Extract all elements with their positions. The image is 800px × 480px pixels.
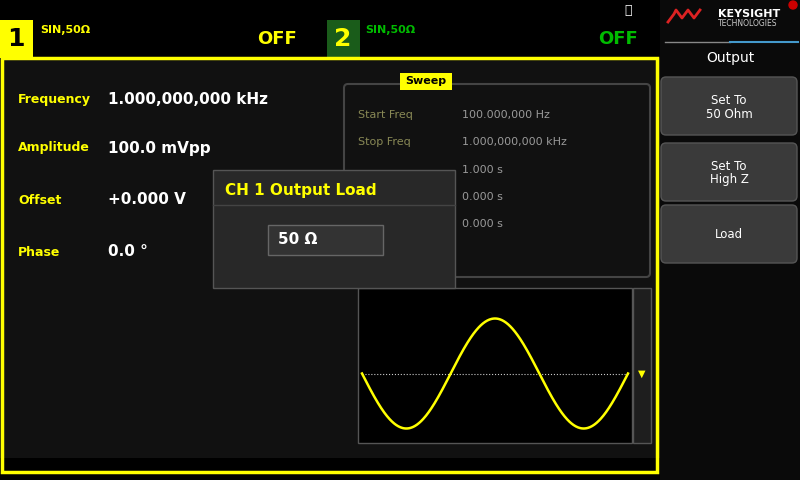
Text: Load: Load	[715, 228, 743, 240]
Text: ⎕: ⎕	[624, 3, 632, 16]
Text: High Z: High Z	[710, 173, 749, 187]
Bar	[2, 58, 657, 472]
Bar	[358, 288, 632, 443]
Text: 100.0 mVpp: 100.0 mVpp	[108, 141, 210, 156]
Text: 2: 2	[334, 27, 352, 51]
Text: 0.0 °: 0.0 °	[108, 244, 148, 260]
Text: 0.000 s: 0.000 s	[462, 192, 503, 202]
Text: Amplitude: Amplitude	[18, 142, 90, 155]
Bar	[327, 20, 360, 58]
Text: SIN,50Ω: SIN,50Ω	[40, 25, 90, 35]
Text: Offset: Offset	[18, 193, 62, 206]
Bar	[0, 20, 660, 58]
FancyBboxPatch shape	[344, 84, 650, 277]
Text: 1.000 s: 1.000 s	[462, 165, 503, 175]
Text: 100.000,000 Hz: 100.000,000 Hz	[462, 110, 550, 120]
Circle shape	[789, 1, 797, 9]
Bar	[268, 225, 383, 255]
Text: Set To: Set To	[711, 94, 746, 107]
Text: Set To: Set To	[711, 159, 746, 172]
Text: 1.000,000,000 kHz: 1.000,000,000 kHz	[108, 93, 268, 108]
Bar	[660, 0, 800, 480]
Bar	[0, 58, 660, 458]
Text: 50 Ohm: 50 Ohm	[706, 108, 752, 120]
Text: 1.000,000,000 kHz: 1.000,000,000 kHz	[462, 137, 567, 147]
Bar	[633, 288, 651, 443]
Text: Output: Output	[706, 51, 754, 65]
Text: CH 1 Output Load: CH 1 Output Load	[225, 182, 377, 197]
Text: OFF: OFF	[598, 30, 638, 48]
Bar	[0, 0, 660, 20]
Text: Start Freq: Start Freq	[358, 110, 413, 120]
Bar	[0, 20, 33, 58]
FancyBboxPatch shape	[661, 143, 797, 201]
Text: TECHNOLOGIES: TECHNOLOGIES	[718, 20, 778, 28]
Text: Sweep: Sweep	[406, 76, 446, 86]
FancyBboxPatch shape	[661, 205, 797, 263]
Bar	[400, 73, 452, 90]
Text: Phase: Phase	[18, 245, 60, 259]
Text: ▼: ▼	[638, 369, 646, 379]
FancyBboxPatch shape	[661, 77, 797, 135]
Text: 50 Ω: 50 Ω	[278, 232, 318, 248]
Text: +0.000 V: +0.000 V	[108, 192, 186, 207]
Text: SIN,50Ω: SIN,50Ω	[365, 25, 415, 35]
Bar	[213, 170, 455, 288]
Text: Frequency: Frequency	[18, 94, 91, 107]
Text: 1: 1	[7, 27, 25, 51]
Text: OFF: OFF	[257, 30, 297, 48]
Text: 0.000 s: 0.000 s	[462, 219, 503, 229]
Text: KEYSIGHT: KEYSIGHT	[718, 9, 780, 19]
Text: Stop Freq: Stop Freq	[358, 137, 410, 147]
